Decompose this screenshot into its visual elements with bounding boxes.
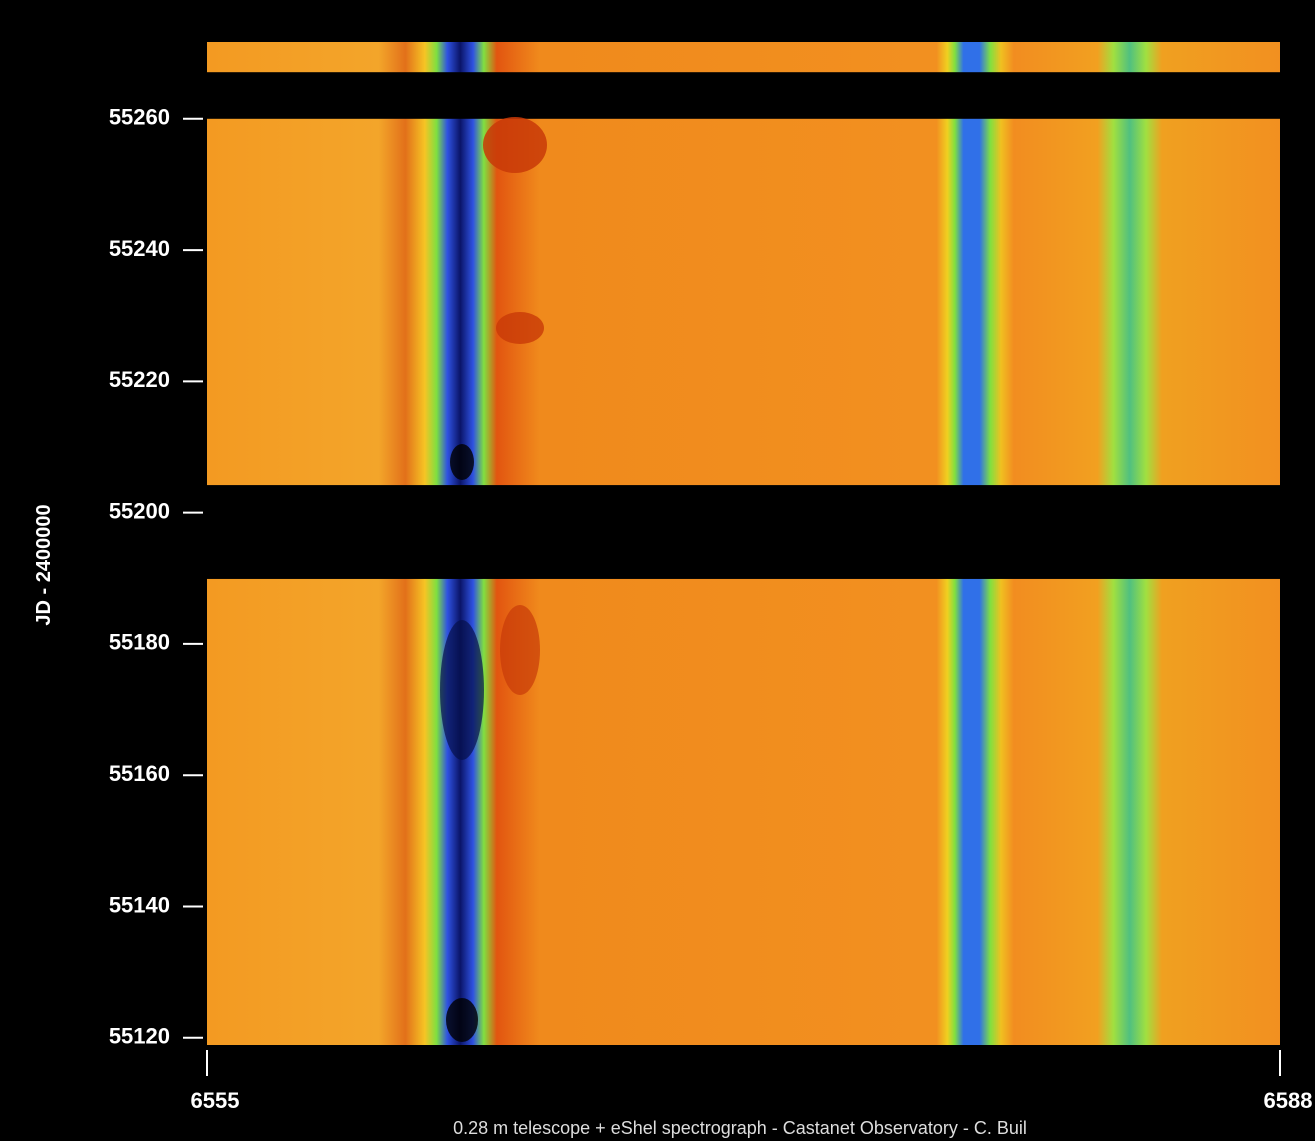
feature: [496, 312, 544, 344]
y-tick-label: 55220: [109, 367, 170, 392]
y-tick-label: 55240: [109, 236, 170, 261]
y-tick-label: 55200: [109, 498, 170, 523]
y-tick-label: 55120: [109, 1024, 170, 1049]
y-tick-label: 55160: [109, 761, 170, 786]
x-tick-label: 6555: [191, 1088, 240, 1113]
x-tick-label: 6588: [1264, 1088, 1313, 1113]
feature: [440, 620, 484, 760]
features: [440, 117, 547, 1042]
feature: [483, 117, 547, 173]
y-tick-label: 55180: [109, 630, 170, 655]
observed-range: [207, 42, 1280, 73]
feature: [500, 605, 540, 695]
spectrum-panels: [207, 42, 1280, 1045]
y-tick-label: 55140: [109, 892, 170, 917]
y-axis-label: JD - 2400000: [33, 504, 55, 625]
y-tick-label: 55260: [109, 105, 170, 130]
observed-range: [207, 118, 1280, 486]
observed-range: [207, 578, 1280, 1045]
feature: [446, 998, 478, 1042]
caption: 0.28 m telescope + eShel spectrograph - …: [453, 1118, 1027, 1138]
feature: [450, 444, 474, 480]
